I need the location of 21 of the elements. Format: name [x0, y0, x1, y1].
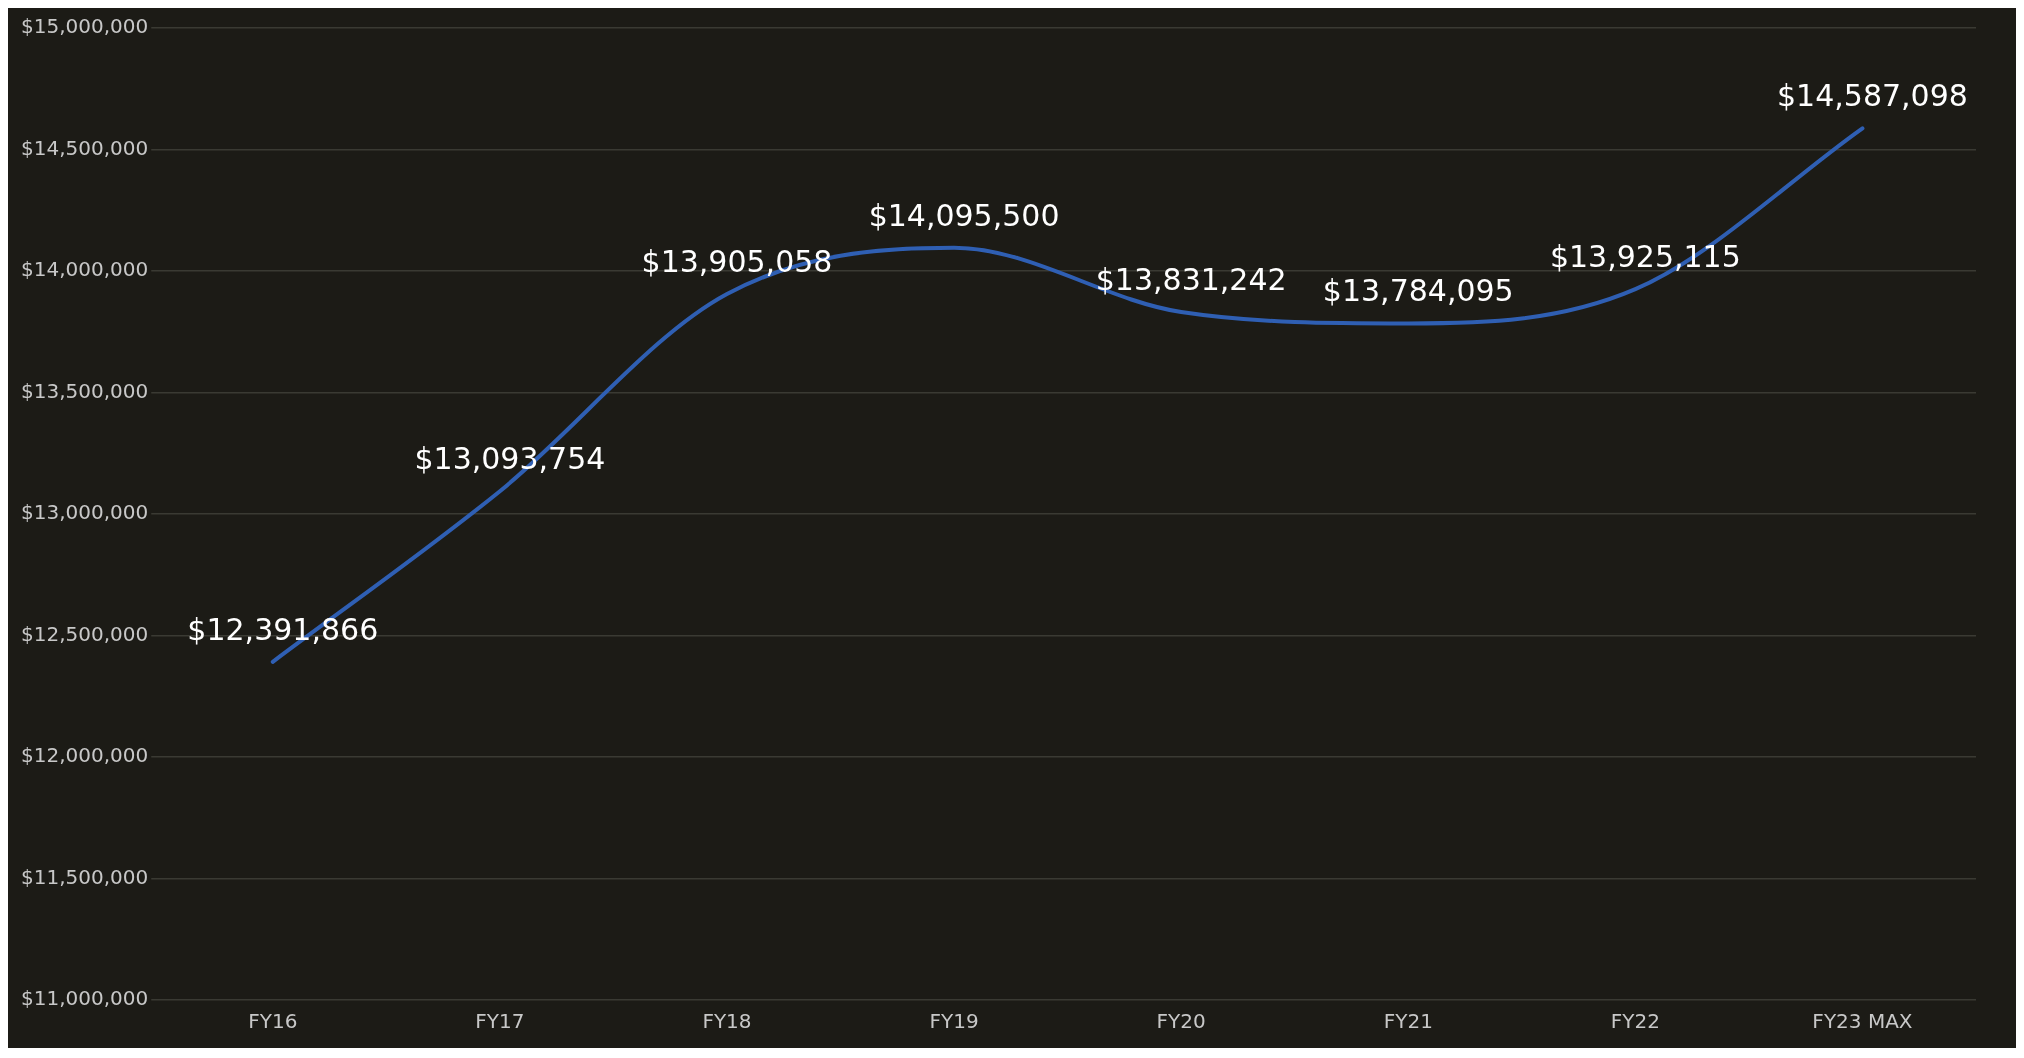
- x-tick-label: FY20: [1156, 1009, 1206, 1034]
- y-tick-label: $14,500,000: [20, 135, 149, 160]
- x-tick-label: FY19: [929, 1009, 979, 1034]
- x-tick-label: FY16: [248, 1009, 298, 1034]
- data-label: $14,587,098: [1777, 78, 1968, 114]
- x-tick-label: FY23 MAX: [1812, 1009, 1913, 1034]
- y-tick-label: $15,000,000: [20, 14, 149, 39]
- y-tick-label: $13,500,000: [20, 378, 149, 403]
- data-label: $14,095,500: [868, 197, 1060, 233]
- y-tick-label: $12,500,000: [20, 621, 149, 646]
- y-tick-label: $12,000,000: [20, 743, 149, 768]
- x-tick-label: FY22: [1610, 1009, 1660, 1034]
- y-tick-label: $11,500,000: [20, 864, 149, 889]
- data-label: $13,784,095: [1322, 273, 1514, 309]
- y-tick-label: $14,000,000: [20, 257, 149, 282]
- x-tick-label: FY17: [475, 1009, 525, 1034]
- y-tick-label: $11,000,000: [20, 986, 149, 1011]
- data-label: $13,831,242: [1095, 261, 1287, 297]
- x-tick-label: FY21: [1383, 1009, 1433, 1034]
- x-tick-label: FY18: [702, 1009, 752, 1034]
- y-tick-label: $13,000,000: [20, 500, 149, 525]
